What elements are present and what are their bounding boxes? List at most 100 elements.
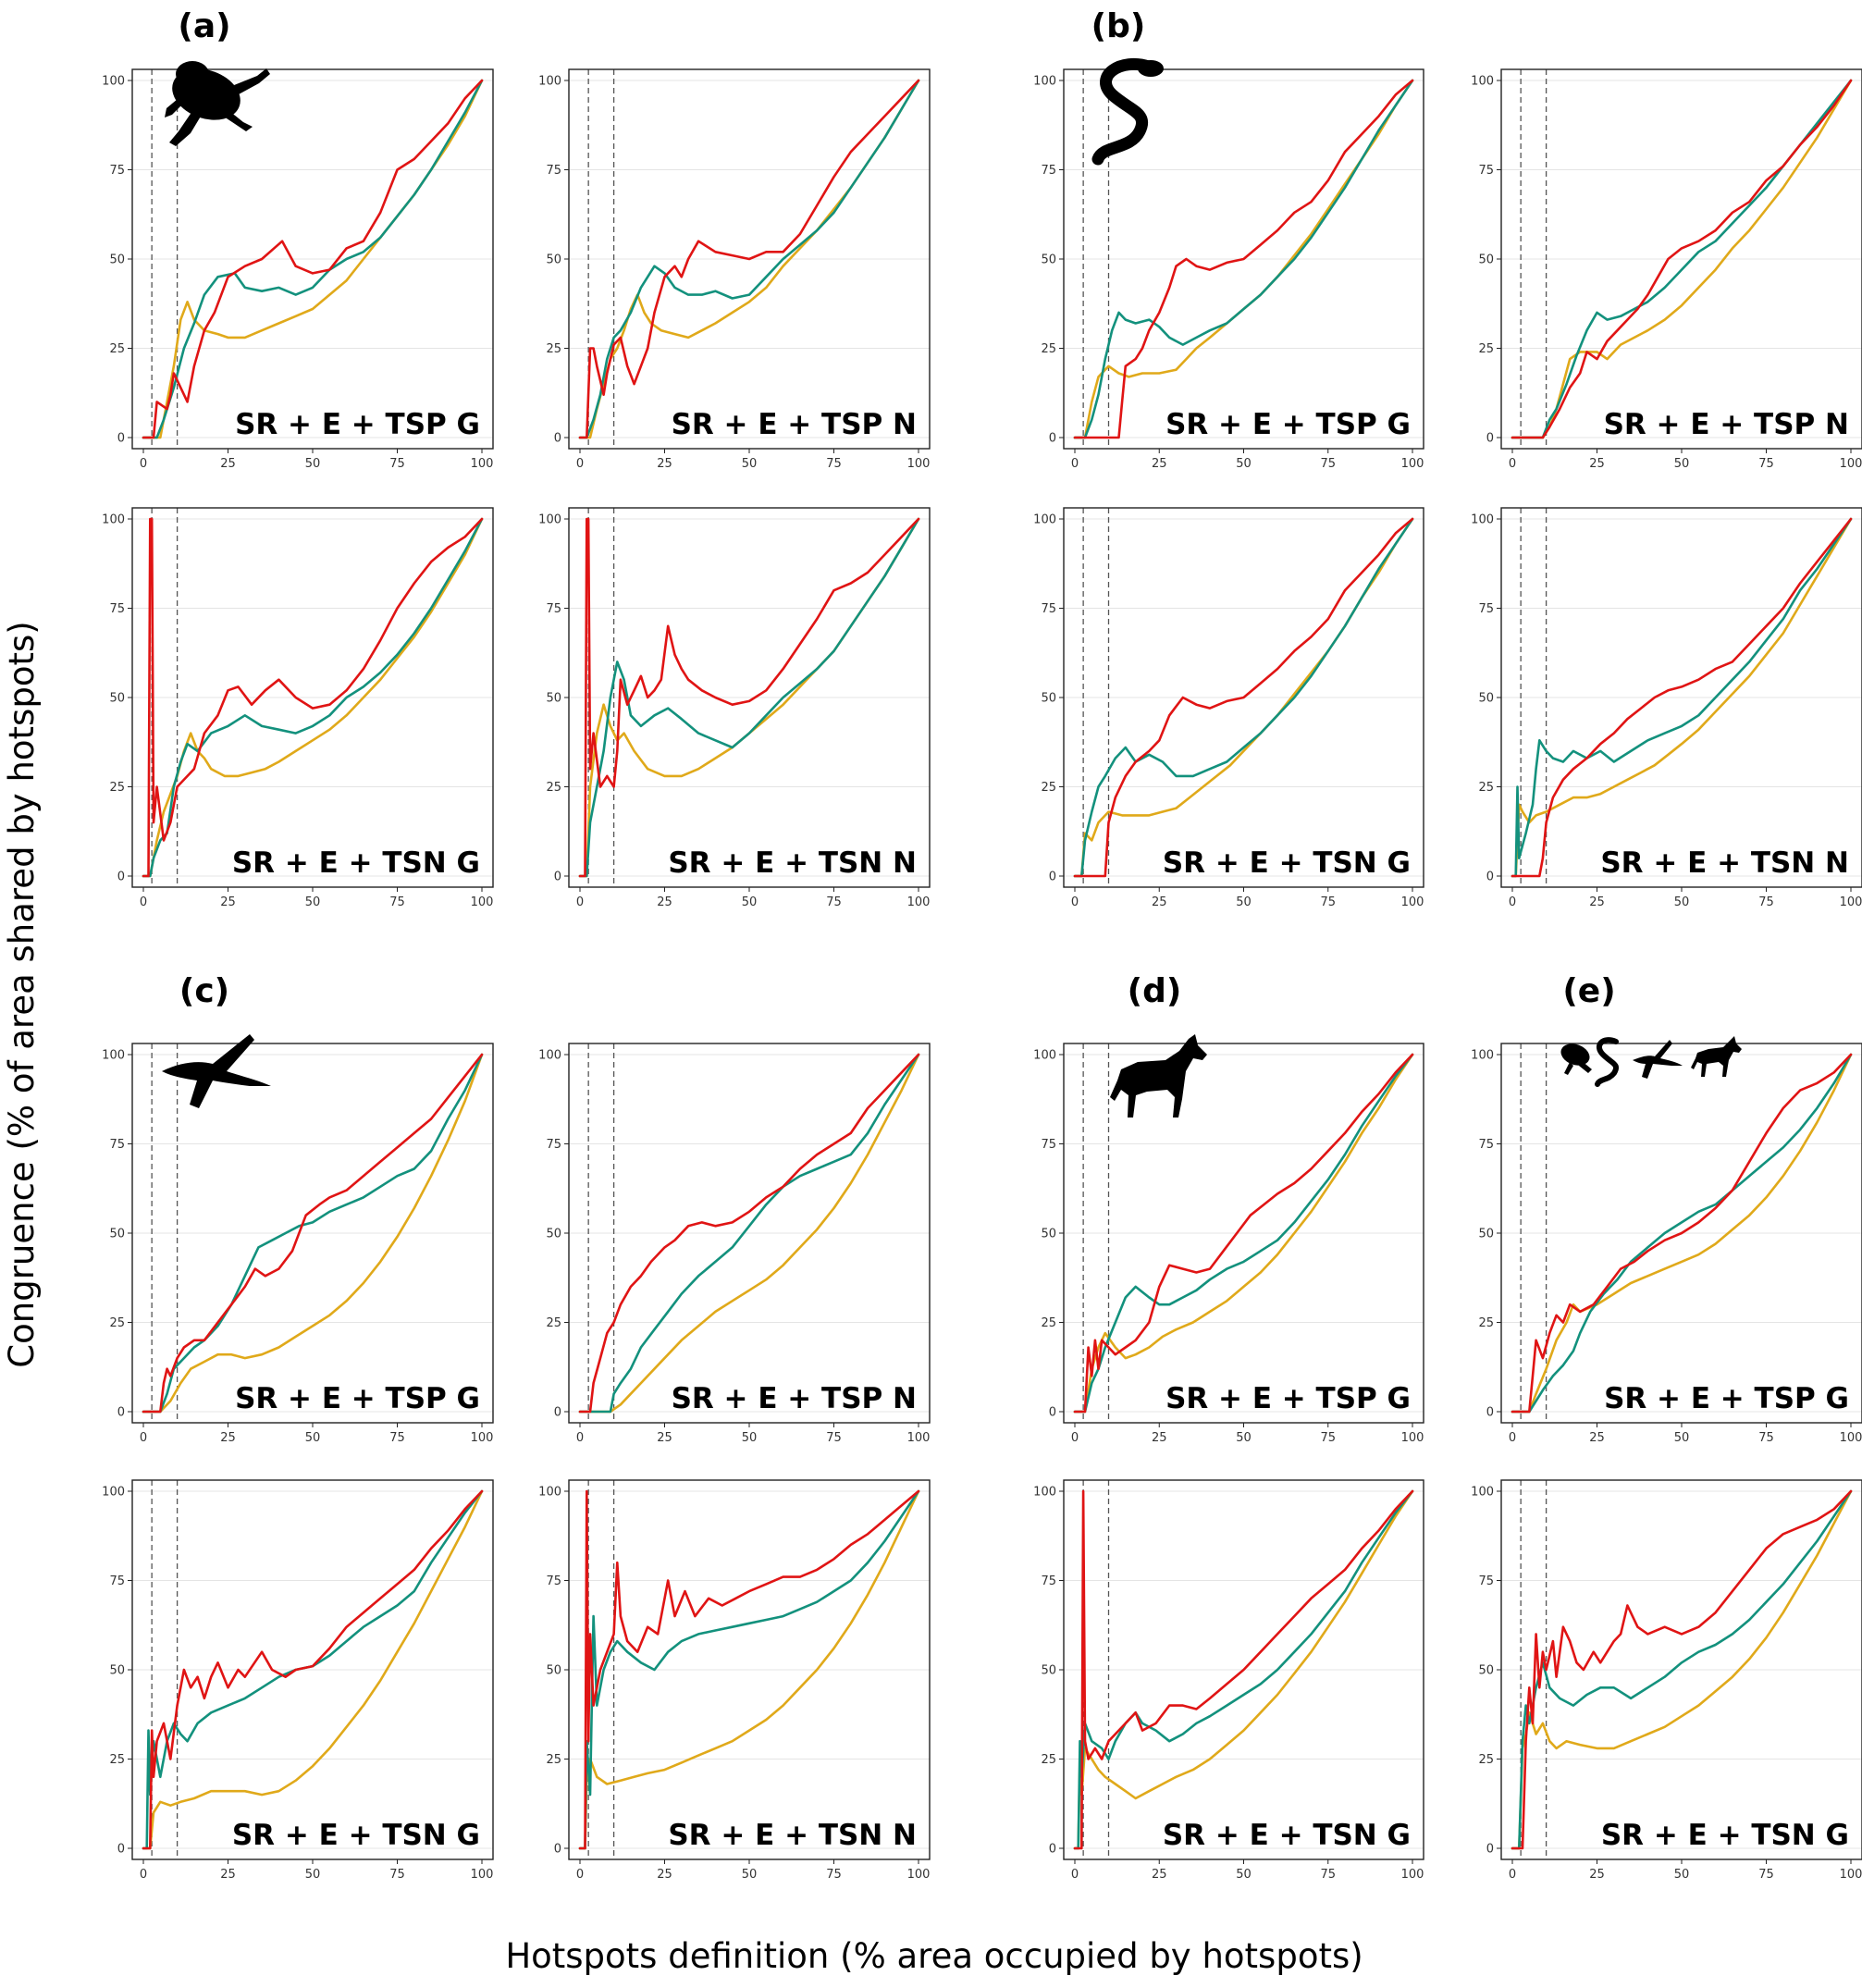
panel-label: SR + E + TSP N xyxy=(1604,408,1849,441)
x-tick-label: 100 xyxy=(471,1431,494,1445)
panel-8: 0 25 50 75 100 0 25 50 75 100 SR + E + TSN N xyxy=(1471,507,1862,909)
x-tick-label: 50 xyxy=(742,895,758,909)
x-tick-label: 0 xyxy=(1509,457,1516,471)
series-teal xyxy=(142,1489,484,1850)
y-tick-label: 0 xyxy=(1049,1843,1056,1857)
x-tick-label: 100 xyxy=(1840,895,1862,909)
series-teal xyxy=(578,1053,920,1414)
y-tick-label: 75 xyxy=(1041,602,1056,616)
x-tick-label: 50 xyxy=(305,895,321,909)
series-yellow xyxy=(142,1053,484,1414)
panel-5: 0 25 50 75 100 0 25 50 75 100 SR + E + TSN G xyxy=(102,507,494,909)
panel-label: SR + E + TSP G xyxy=(235,408,480,441)
bird-icon xyxy=(162,1034,271,1108)
series-yellow xyxy=(578,1489,920,1850)
y-tick-label: 100 xyxy=(102,513,125,527)
x-tick-label: 75 xyxy=(826,457,842,471)
panel-label: SR + E + TSN G xyxy=(1163,1819,1411,1852)
panel-3: 0 25 50 75 100 0 25 50 75 100 SR + E + TSP G xyxy=(1033,68,1424,471)
panel-label: SR + E + TSP N xyxy=(672,1382,917,1415)
x-tick-label: 100 xyxy=(907,1868,931,1882)
x-tick-label: 75 xyxy=(389,1431,405,1445)
series-red xyxy=(142,1489,484,1850)
x-tick-label: 100 xyxy=(471,895,494,909)
y-tick-label: 25 xyxy=(109,781,125,795)
y-tick-label: 25 xyxy=(546,1753,561,1767)
x-tick-label: 0 xyxy=(140,1431,147,1445)
y-tick-label: 25 xyxy=(1478,781,1494,795)
y-tick-label: 75 xyxy=(109,1138,125,1152)
x-tick-label: 100 xyxy=(907,457,931,471)
y-tick-label: 25 xyxy=(1478,1316,1494,1330)
x-tick-label: 0 xyxy=(1509,1431,1516,1445)
group-label-c: (c) xyxy=(179,972,229,1010)
x-axis-title: Hotspots definition (% area occupied by … xyxy=(505,1936,1363,1976)
x-tick-label: 75 xyxy=(1320,457,1336,471)
y-tick-label: 100 xyxy=(538,1049,561,1063)
x-tick-label: 75 xyxy=(1758,895,1774,909)
x-tick-label: 25 xyxy=(1152,1431,1167,1445)
panel-4: 0 25 50 75 100 0 25 50 75 100 SR + E + TSP N xyxy=(1471,68,1862,471)
x-tick-label: 100 xyxy=(1401,895,1424,909)
y-tick-label: 25 xyxy=(546,342,561,356)
x-tick-label: 0 xyxy=(1071,895,1079,909)
y-tick-label: 100 xyxy=(102,75,125,89)
x-tick-label: 50 xyxy=(1236,895,1252,909)
y-tick-label: 100 xyxy=(1471,513,1494,527)
group-label-d: (d) xyxy=(1128,972,1182,1010)
panel-label: SR + E + TSN N xyxy=(668,846,917,880)
y-tick-label: 100 xyxy=(1033,1049,1056,1063)
panel-label: SR + E + TSN G xyxy=(232,1819,480,1852)
x-tick-label: 75 xyxy=(1758,1868,1774,1882)
y-tick-label: 50 xyxy=(1041,1664,1056,1678)
series-red xyxy=(142,79,484,439)
series-yellow xyxy=(1073,79,1414,439)
x-tick-label: 100 xyxy=(1401,457,1424,471)
x-tick-label: 100 xyxy=(471,457,494,471)
series-yellow xyxy=(1511,517,1853,878)
panels: 0 25 50 75 100 0 25 50 75 100 SR + E + TSP G 0 25 50 7… xyxy=(102,68,1862,1882)
panel-label: SR + E + TSN N xyxy=(668,1819,917,1852)
y-axis-title: Congruence (% of area shared by hotspots… xyxy=(2,621,42,1367)
x-tick-label: 25 xyxy=(220,1431,236,1445)
y-tick-label: 50 xyxy=(109,253,125,267)
panel-label: SR + E + TSP N xyxy=(672,408,917,441)
y-tick-label: 25 xyxy=(546,781,561,795)
x-tick-label: 50 xyxy=(742,1868,758,1882)
panel-label: SR + E + TSN G xyxy=(1163,846,1411,880)
panel-label: SR + E + TSN N xyxy=(1600,846,1849,880)
panel-9: 0 25 50 75 100 0 25 50 75 100 SR + E + TSP G xyxy=(102,1043,494,1445)
y-tick-label: 50 xyxy=(546,253,561,267)
panel-6: 0 25 50 75 100 0 25 50 75 100 SR + E + TSN N xyxy=(538,507,931,909)
y-tick-label: 0 xyxy=(117,1406,125,1420)
y-tick-label: 0 xyxy=(554,871,561,884)
y-tick-label: 75 xyxy=(546,164,561,178)
x-tick-label: 25 xyxy=(1152,1868,1167,1882)
all-taxa-icon xyxy=(1560,1036,1742,1087)
y-tick-label: 0 xyxy=(1049,1406,1056,1420)
x-tick-label: 75 xyxy=(389,1868,405,1882)
series-red xyxy=(1073,1053,1414,1414)
panel-label: SR + E + TSP G xyxy=(1165,1382,1411,1415)
series-red xyxy=(578,1053,920,1414)
y-tick-label: 25 xyxy=(109,1316,125,1330)
x-tick-label: 75 xyxy=(1758,457,1774,471)
x-tick-label: 75 xyxy=(1320,1431,1336,1445)
y-tick-label: 75 xyxy=(1478,1138,1494,1152)
x-tick-label: 50 xyxy=(305,1431,321,1445)
x-tick-label: 25 xyxy=(1152,457,1167,471)
series-red xyxy=(578,1489,920,1850)
panel-label: SR + E + TSP G xyxy=(1165,408,1411,441)
y-tick-label: 100 xyxy=(538,1486,561,1500)
series-yellow xyxy=(578,1053,920,1414)
series-teal xyxy=(578,79,920,439)
x-tick-label: 75 xyxy=(1758,1431,1774,1445)
x-tick-label: 0 xyxy=(1071,457,1079,471)
panel-7: 0 25 50 75 100 0 25 50 75 100 SR + E + TSN G xyxy=(1033,507,1424,909)
x-tick-label: 50 xyxy=(305,1868,321,1882)
y-tick-label: 100 xyxy=(1471,75,1494,89)
series-yellow xyxy=(1073,1053,1414,1414)
y-tick-label: 50 xyxy=(1041,253,1056,267)
x-tick-label: 75 xyxy=(1320,1868,1336,1882)
x-tick-label: 50 xyxy=(742,457,758,471)
